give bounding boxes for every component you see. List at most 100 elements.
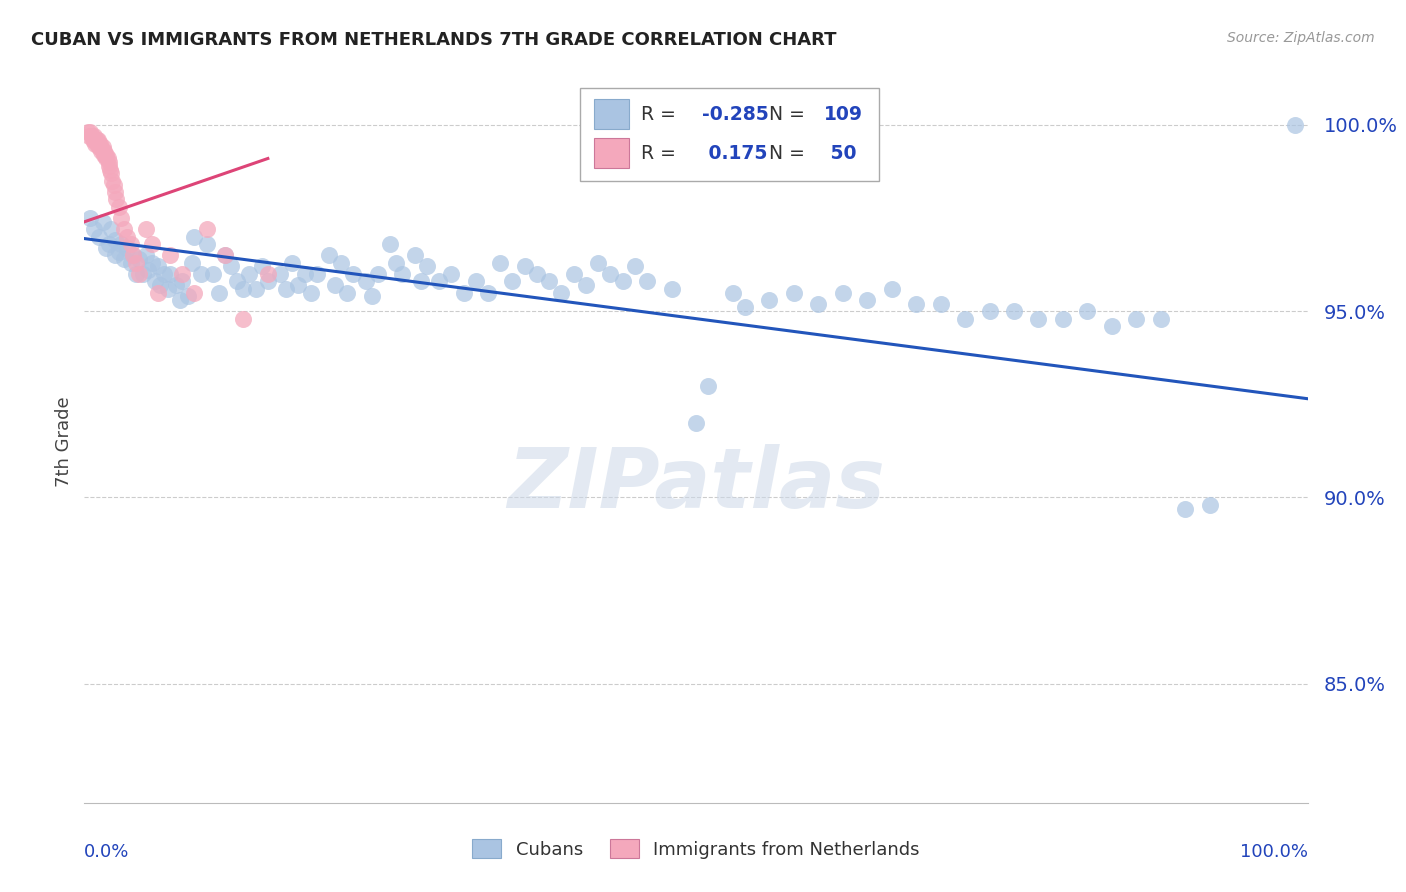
Text: -0.285: -0.285 xyxy=(702,104,769,124)
Point xyxy=(146,285,169,300)
Point xyxy=(391,267,413,281)
Point xyxy=(135,222,157,236)
Point xyxy=(385,256,408,270)
Point xyxy=(104,234,127,248)
Point xyxy=(538,274,561,288)
Point xyxy=(250,260,273,274)
Text: N =: N = xyxy=(769,144,806,162)
Point xyxy=(1002,304,1025,318)
Point xyxy=(427,274,450,288)
Point xyxy=(183,229,205,244)
Point xyxy=(1174,501,1197,516)
Point xyxy=(120,256,142,270)
Point xyxy=(89,136,111,151)
Point xyxy=(953,311,976,326)
Point xyxy=(89,140,111,154)
Text: CUBAN VS IMMIGRANTS FROM NETHERLANDS 7TH GRADE CORRELATION CHART: CUBAN VS IMMIGRANTS FROM NETHERLANDS 7TH… xyxy=(31,31,837,49)
Point xyxy=(141,256,163,270)
Point xyxy=(91,140,114,154)
Point xyxy=(758,293,780,307)
Point xyxy=(281,256,304,270)
Point xyxy=(97,155,120,169)
Point xyxy=(120,237,142,252)
Point xyxy=(98,162,121,177)
Point xyxy=(1284,118,1306,132)
Point xyxy=(636,274,658,288)
Point xyxy=(257,274,280,288)
Point xyxy=(380,237,402,252)
Point xyxy=(107,244,129,259)
Point xyxy=(238,267,260,281)
Point xyxy=(104,185,127,199)
Text: 100.0%: 100.0% xyxy=(1240,843,1308,861)
Text: Source: ZipAtlas.com: Source: ZipAtlas.com xyxy=(1227,31,1375,45)
Point xyxy=(831,285,853,300)
Point xyxy=(91,144,114,158)
Point xyxy=(132,267,155,281)
Point xyxy=(880,282,903,296)
Point xyxy=(97,152,120,166)
Point xyxy=(125,267,148,281)
Point xyxy=(513,260,536,274)
Point xyxy=(502,274,524,288)
Point xyxy=(141,237,163,252)
Point xyxy=(685,416,707,430)
Legend: Cubans, Immigrants from Netherlands: Cubans, Immigrants from Netherlands xyxy=(465,832,927,866)
Point xyxy=(232,311,254,326)
Point xyxy=(153,267,176,281)
Point xyxy=(599,267,621,281)
Point xyxy=(208,285,231,300)
Point xyxy=(97,237,120,252)
Point xyxy=(276,282,298,296)
Point xyxy=(96,148,118,162)
Point xyxy=(721,285,744,300)
Point xyxy=(1125,311,1147,326)
Point xyxy=(1028,311,1050,326)
Point xyxy=(464,274,486,288)
Point xyxy=(330,256,353,270)
Point xyxy=(245,282,267,296)
Point xyxy=(269,267,291,281)
Point xyxy=(1198,498,1220,512)
Point xyxy=(214,248,236,262)
Point xyxy=(79,125,101,139)
Point xyxy=(661,282,683,296)
Point xyxy=(612,274,634,288)
Point xyxy=(77,129,100,144)
Point xyxy=(575,278,598,293)
Text: N =: N = xyxy=(769,104,806,124)
FancyBboxPatch shape xyxy=(595,138,628,169)
Point xyxy=(128,252,150,266)
Point xyxy=(136,263,159,277)
Point xyxy=(783,285,806,300)
Point xyxy=(149,278,172,293)
Point xyxy=(214,248,236,262)
Point xyxy=(172,267,194,281)
Point xyxy=(416,260,439,274)
Point xyxy=(360,289,382,303)
Point xyxy=(105,193,128,207)
Point xyxy=(172,274,194,288)
Point xyxy=(477,285,499,300)
Text: 0.175: 0.175 xyxy=(702,144,768,162)
FancyBboxPatch shape xyxy=(595,99,628,129)
Point xyxy=(112,252,135,266)
Point xyxy=(165,278,187,293)
Text: ZIPatlas: ZIPatlas xyxy=(508,444,884,525)
Point xyxy=(905,297,928,311)
Point xyxy=(146,260,169,274)
Point xyxy=(409,274,432,288)
Point xyxy=(181,256,204,270)
Point xyxy=(93,144,115,158)
Point xyxy=(86,136,108,151)
Point xyxy=(807,297,830,311)
Point xyxy=(226,274,249,288)
Point xyxy=(440,267,463,281)
Point xyxy=(87,229,110,244)
Point xyxy=(79,211,101,225)
Point xyxy=(299,285,322,300)
Point xyxy=(1101,319,1123,334)
Point xyxy=(177,289,200,303)
Point xyxy=(697,378,720,392)
Point xyxy=(323,278,346,293)
